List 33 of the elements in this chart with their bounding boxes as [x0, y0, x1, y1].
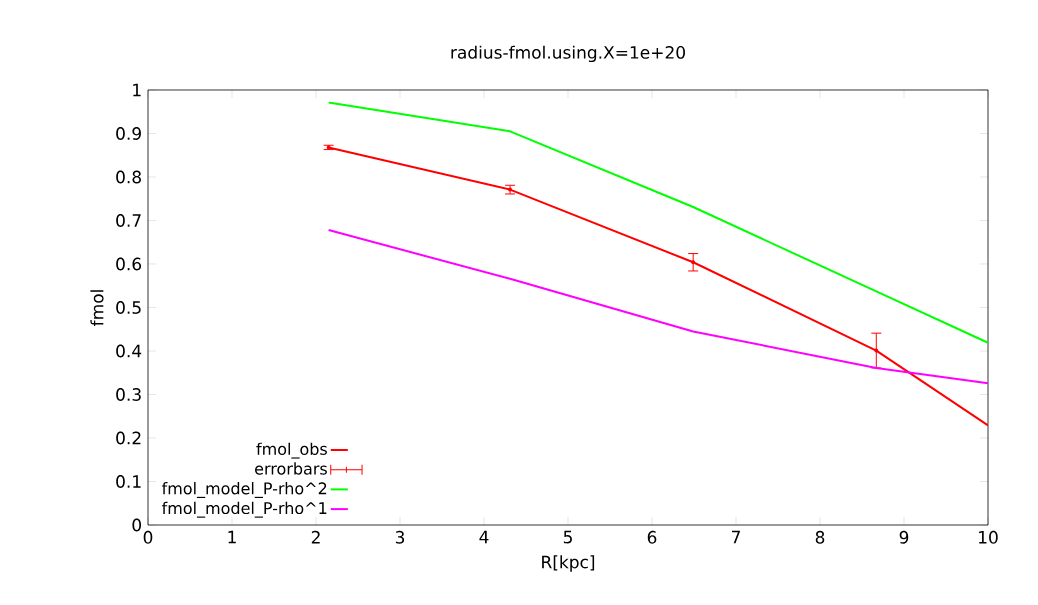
legend-label: errorbars [255, 462, 327, 475]
x-tick-label: 4 [479, 530, 489, 544]
chart-title: radius-fmol.using.X=1e+20 [451, 45, 685, 63]
y-tick-label: 0.3 [116, 388, 141, 401]
x-tick-label: 3 [395, 530, 405, 544]
x-tick-label: 2 [311, 530, 320, 544]
line-series [327, 101, 989, 344]
y-axis-title: fmol [90, 290, 104, 326]
line-series [327, 229, 989, 385]
legend-label: fmol_obs [256, 442, 327, 459]
x-tick-label: 0 [143, 530, 153, 544]
x-tick-label: 5 [563, 530, 572, 544]
x-tick-label: 7 [732, 530, 740, 544]
x-tick-label: 10 [979, 530, 998, 544]
point [691, 260, 696, 265]
y-tick-label: 0 [132, 518, 142, 532]
y-tick-label: 1 [133, 83, 141, 97]
y-tick-label: 0.5 [116, 301, 141, 314]
x-tick-label: 8 [815, 530, 825, 544]
y-tick-label: 0.4 [116, 344, 142, 358]
point [874, 348, 879, 353]
y-tick-label: 0.1 [116, 475, 141, 488]
x-tick-label: 1 [228, 530, 236, 544]
legend-label: fmol_model_P-rho^1 [161, 501, 327, 518]
x-axis-title: R[kpc] [542, 555, 595, 572]
y-tick-label: 0.6 [116, 257, 142, 271]
y-tick-label: 0.8 [116, 170, 141, 184]
y-tick-label: 0.9 [116, 127, 141, 140]
legend-label: fmol_model_P-rho^2 [161, 482, 327, 498]
x-tick-label: 9 [899, 530, 909, 544]
y-tick-label: 0.7 [116, 214, 141, 227]
x-tick-label: 6 [647, 530, 657, 544]
y-tick-label: 0.2 [116, 431, 141, 445]
